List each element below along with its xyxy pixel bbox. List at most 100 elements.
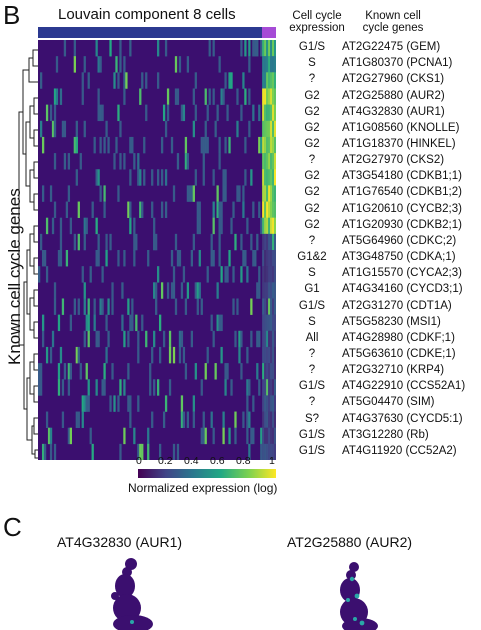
heatmap-cell <box>266 379 269 396</box>
heatmap-cell <box>252 250 255 267</box>
heatmap-cell <box>272 233 275 251</box>
heatmap-cell <box>123 427 126 445</box>
column-header-known-genes: Known cell cycle genes <box>358 10 428 34</box>
heatmap-cell <box>270 282 273 299</box>
umap-cell-high <box>130 620 134 624</box>
row-phase-label: G2 <box>304 105 320 118</box>
row-phase-label: ? <box>308 154 316 167</box>
heatmap-cell <box>166 104 170 122</box>
heatmap-cell <box>119 443 122 460</box>
heatmap-cell <box>135 314 138 332</box>
heatmap-cell <box>218 56 221 73</box>
heatmap-cell <box>160 169 164 186</box>
heatmap-cell <box>268 56 271 73</box>
heatmap-cell <box>272 40 275 57</box>
heatmap-cell <box>174 298 178 315</box>
heatmap-cell <box>121 282 124 299</box>
cluster-annotation-bar <box>38 27 276 38</box>
heatmap-cell <box>137 153 140 170</box>
umap-cell-high <box>349 576 355 582</box>
heatmap-cell <box>170 282 174 299</box>
heatmap-cell <box>113 153 116 170</box>
heatmap-cell <box>95 250 98 267</box>
heatmap-cell <box>208 88 211 105</box>
heatmap-cell <box>264 443 267 460</box>
heatmap-cell <box>262 88 265 105</box>
heatmap-cell <box>111 282 114 299</box>
heatmap-cell <box>162 411 166 428</box>
heatmap-cell <box>63 363 67 380</box>
heatmap-cell <box>272 217 275 235</box>
heatmap-cell <box>206 136 209 154</box>
heatmap-cell <box>143 136 146 154</box>
heatmap-cell <box>45 104 49 122</box>
heatmap-cell <box>268 169 271 186</box>
heatmap-cell <box>244 136 247 154</box>
heatmap-cell <box>224 379 227 396</box>
heatmap-cell <box>85 363 88 380</box>
heatmap-cell <box>248 56 251 73</box>
heatmap-cell <box>164 395 168 412</box>
heatmap-cell <box>274 233 276 251</box>
heatmap-cell <box>270 266 273 283</box>
heatmap-cell <box>75 136 78 154</box>
heatmap-cell <box>168 346 172 364</box>
row-phase-label: G2 <box>304 138 320 150</box>
heatmap-cell <box>274 298 276 315</box>
heatmap-cell <box>186 153 190 170</box>
heatmap-cell <box>272 169 275 186</box>
row-gene-label: AT4G11920 (CC52A2) <box>342 444 457 457</box>
row-gene-label: AT2G22475 (GEM) <box>342 41 441 54</box>
row-gene-label: AT1G80370 (PCNA1) <box>342 57 453 70</box>
heatmap-cell <box>266 395 269 412</box>
heatmap-cell <box>234 233 237 251</box>
heatmap-cell <box>141 314 144 332</box>
heatmap-cell <box>125 72 128 89</box>
heatmap-cell <box>67 185 71 202</box>
heatmap-cell <box>272 56 275 73</box>
heatmap-cell <box>262 379 265 396</box>
heatmap-cell <box>254 40 257 57</box>
heatmap-cell <box>270 346 273 364</box>
heatmap-cell <box>270 233 273 251</box>
heatmap-cell <box>105 250 108 267</box>
heatmap-cell <box>139 443 142 460</box>
heatmap-cell <box>164 40 168 57</box>
heatmap-cell <box>260 217 263 235</box>
heatmap-cell <box>274 104 276 122</box>
heatmap-cell <box>200 298 203 315</box>
heatmap-cell <box>129 217 132 235</box>
heatmap-cell <box>155 282 158 299</box>
heatmap-cell <box>186 282 190 299</box>
heatmap-cell <box>248 88 251 105</box>
heatmap-cell <box>157 40 160 57</box>
heatmap-cell <box>170 136 174 154</box>
heatmap-cell <box>258 330 261 348</box>
heatmap-cell <box>39 120 43 138</box>
heatmap-cell <box>198 282 201 299</box>
heatmap-cell <box>256 363 259 380</box>
heatmap-cell <box>216 314 219 332</box>
heatmap-cell <box>57 250 61 267</box>
heatmap-cell <box>274 330 276 348</box>
heatmap-cell <box>262 443 265 460</box>
row-gene-label: AT4G32830 (AUR1) <box>342 105 445 118</box>
heatmap-cell <box>117 395 120 412</box>
heatmap-cell <box>260 40 263 57</box>
heatmap-cell <box>224 185 227 202</box>
colorbar-tick: 0.8 <box>236 455 251 467</box>
heatmap-cell <box>272 346 275 364</box>
heatmap-cell <box>123 250 126 267</box>
heatmap-cell <box>180 104 184 122</box>
heatmap-cell <box>41 314 45 332</box>
heatmap-cell <box>258 282 261 299</box>
heatmap-cell <box>115 56 118 73</box>
heatmap-cell <box>272 201 275 218</box>
heatmap-cell <box>81 395 84 412</box>
row-phase-label: All <box>305 331 319 344</box>
heatmap-cell <box>264 217 267 235</box>
heatmap-cell <box>85 217 88 235</box>
heatmap-cell <box>81 88 84 105</box>
heatmap-cell <box>264 346 267 364</box>
heatmap-cell <box>270 120 273 138</box>
